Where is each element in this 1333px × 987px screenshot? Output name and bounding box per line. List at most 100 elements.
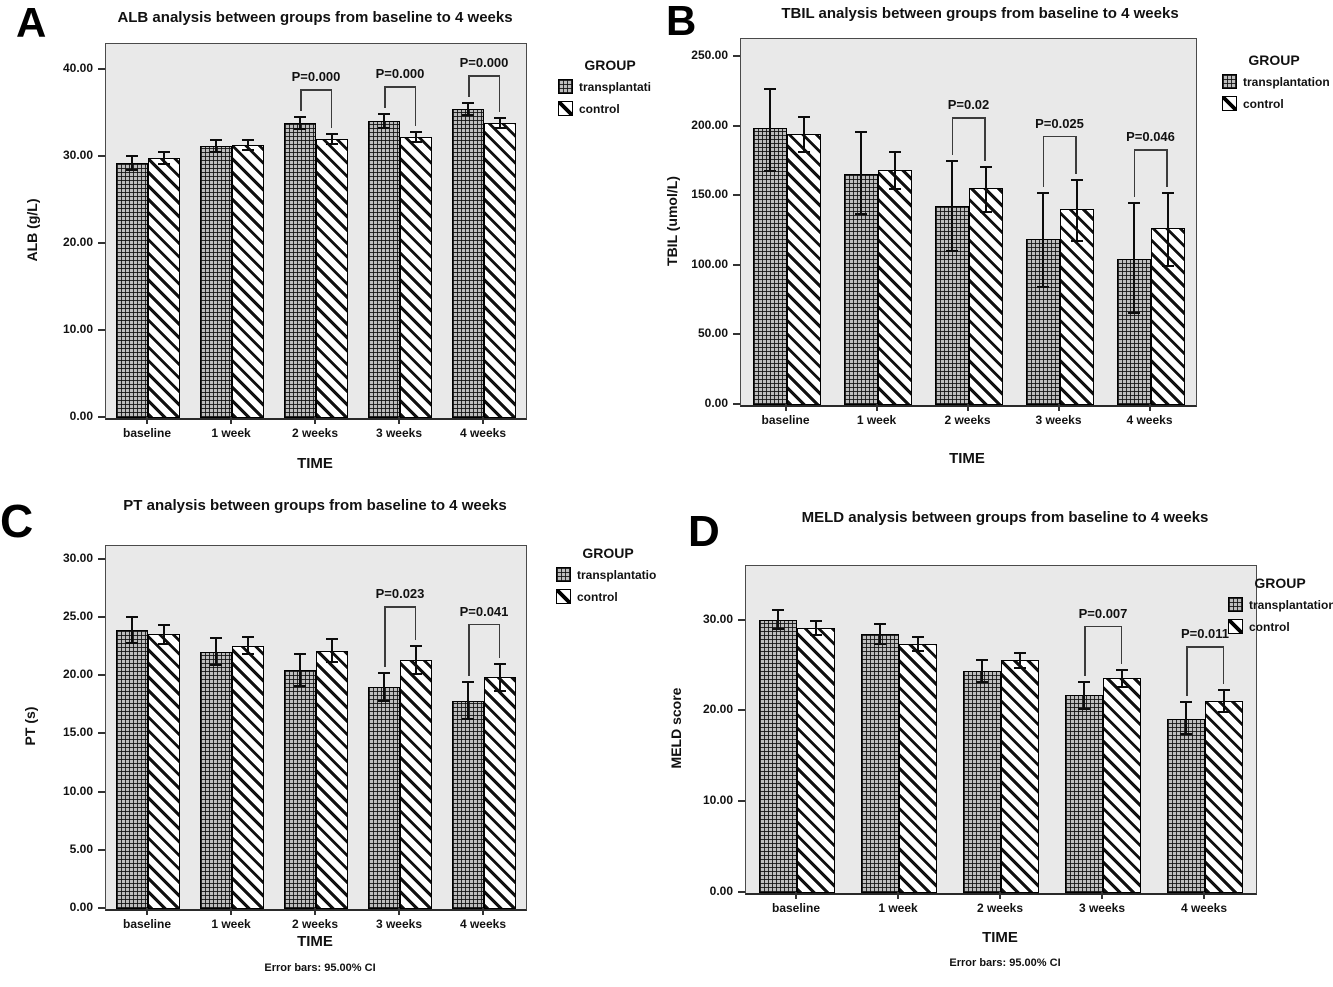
transplantation-swatch-icon xyxy=(1228,597,1243,612)
error-bar-cap xyxy=(378,113,390,116)
error-bar xyxy=(859,132,862,215)
ytick-label: 20.00 xyxy=(62,667,93,682)
ytick-label: 5.00 xyxy=(69,841,93,856)
y-tick-mark xyxy=(98,242,105,245)
error-bar-cap xyxy=(912,650,924,653)
control-bar xyxy=(1059,208,1094,405)
xtick-label: baseline xyxy=(122,917,172,931)
pvalue-bracket-leg xyxy=(1084,625,1086,677)
pvalue-bracket-leg xyxy=(414,86,416,126)
error-bar xyxy=(1132,203,1135,314)
error-bar-cap xyxy=(242,149,254,152)
error-bar xyxy=(163,151,165,165)
control-bar xyxy=(877,169,912,405)
x-axis-label: TIME xyxy=(297,933,333,950)
error-bar xyxy=(950,161,953,251)
error-bar xyxy=(777,609,779,629)
error-bar-cap xyxy=(126,155,138,158)
pvalue-bracket-leg xyxy=(498,623,500,658)
ytick-label: 10.00 xyxy=(702,793,733,808)
legend-item-control: control xyxy=(558,101,660,116)
transplantation-swatch-icon xyxy=(558,79,573,94)
pvalue-bracket-leg xyxy=(498,75,500,112)
error-bar xyxy=(247,636,249,655)
legend-item-control: control xyxy=(556,589,660,604)
error-bar xyxy=(1041,193,1044,287)
x-tick-mark xyxy=(146,417,148,424)
y-axis-label: ALB (g/L) xyxy=(24,198,40,262)
error-bar xyxy=(1083,682,1085,709)
error-bar xyxy=(917,636,919,652)
error-bar-cap xyxy=(1014,652,1026,655)
panel-a: A ALB analysis between groups from basel… xyxy=(0,0,660,471)
xtick-label: 2 weeks xyxy=(976,901,1024,915)
x-tick-mark xyxy=(1101,892,1103,899)
error-bar xyxy=(1185,702,1187,735)
y-tick-mark xyxy=(98,68,105,71)
error-bar-cap xyxy=(1078,681,1090,684)
y-tick-mark xyxy=(98,790,105,793)
y-axis-label: PT (s) xyxy=(22,706,38,746)
error-bar-cap xyxy=(874,643,886,646)
plot-area: P=0.023 P=0.041 xyxy=(105,545,527,911)
error-bar-cap xyxy=(410,672,422,675)
error-bar xyxy=(879,624,881,645)
transplantation-bar xyxy=(1065,694,1103,893)
x-tick-mark xyxy=(875,404,878,411)
error-bar-cap xyxy=(1116,668,1128,671)
y-tick-mark xyxy=(98,155,105,158)
error-bar-cap xyxy=(1014,666,1026,669)
pvalue-label: P=0.000 xyxy=(459,55,509,71)
xtick-label: 4 weeks xyxy=(459,917,507,931)
legend-item-transplantation: transplantation xyxy=(1222,74,1330,89)
panel-letter: D xyxy=(688,507,720,556)
error-bar xyxy=(131,156,133,171)
y-tick-mark xyxy=(733,263,740,266)
y-tick-mark xyxy=(98,616,105,619)
legend: GROUP transplantation control xyxy=(1228,575,1333,641)
error-bar xyxy=(802,116,805,152)
control-swatch-icon xyxy=(556,589,571,604)
error-bar-cap xyxy=(1070,239,1083,242)
transplantation-bar xyxy=(368,686,400,909)
x-tick-mark xyxy=(398,908,400,915)
pvalue-label: P=0.000 xyxy=(291,69,341,85)
xtick-label: 2 weeks xyxy=(291,917,339,931)
error-bar-cap xyxy=(888,150,901,153)
control-bar xyxy=(968,187,1003,405)
xtick-label: 1 week xyxy=(856,413,897,427)
error-bar-cap xyxy=(410,645,422,648)
ytick-label: 30.00 xyxy=(702,611,733,626)
y-tick-mark xyxy=(733,55,740,58)
ytick-label: 10.00 xyxy=(62,783,93,798)
error-bar-cap xyxy=(294,128,306,131)
x-axis-label: TIME xyxy=(297,455,333,470)
error-bar xyxy=(984,167,987,212)
pvalue-label: P=0.000 xyxy=(375,66,425,82)
control-bar xyxy=(899,644,937,893)
x-tick-mark xyxy=(1148,404,1151,411)
error-bar-cap xyxy=(810,619,822,622)
error-bar xyxy=(247,139,249,151)
ytick-label: 0.00 xyxy=(709,884,733,898)
plot-area: P=0.02 P=0.025 P=0.046 xyxy=(740,38,1197,407)
transplantation-bar xyxy=(200,145,232,418)
error-bars-note: Error bars: 95.00% CI xyxy=(949,957,1061,969)
pvalue-bracket xyxy=(468,623,500,625)
error-bar-cap xyxy=(854,131,867,134)
control-bar xyxy=(148,157,180,418)
x-tick-mark xyxy=(1057,404,1060,411)
error-bar-cap xyxy=(979,166,992,169)
ytick-label: 200.00 xyxy=(691,117,728,132)
panel-letter: C xyxy=(0,495,34,547)
error-bar-cap xyxy=(976,658,988,661)
ytick-label: 0.00 xyxy=(69,900,93,914)
error-bar-cap xyxy=(462,102,474,105)
error-bar-cap xyxy=(410,141,422,144)
error-bar-cap xyxy=(462,114,474,117)
pvalue-bracket-leg xyxy=(1186,646,1188,697)
error-bar-cap xyxy=(126,169,138,172)
error-bar xyxy=(299,654,301,686)
error-bar-cap xyxy=(158,150,170,153)
error-bar-cap xyxy=(242,635,254,638)
